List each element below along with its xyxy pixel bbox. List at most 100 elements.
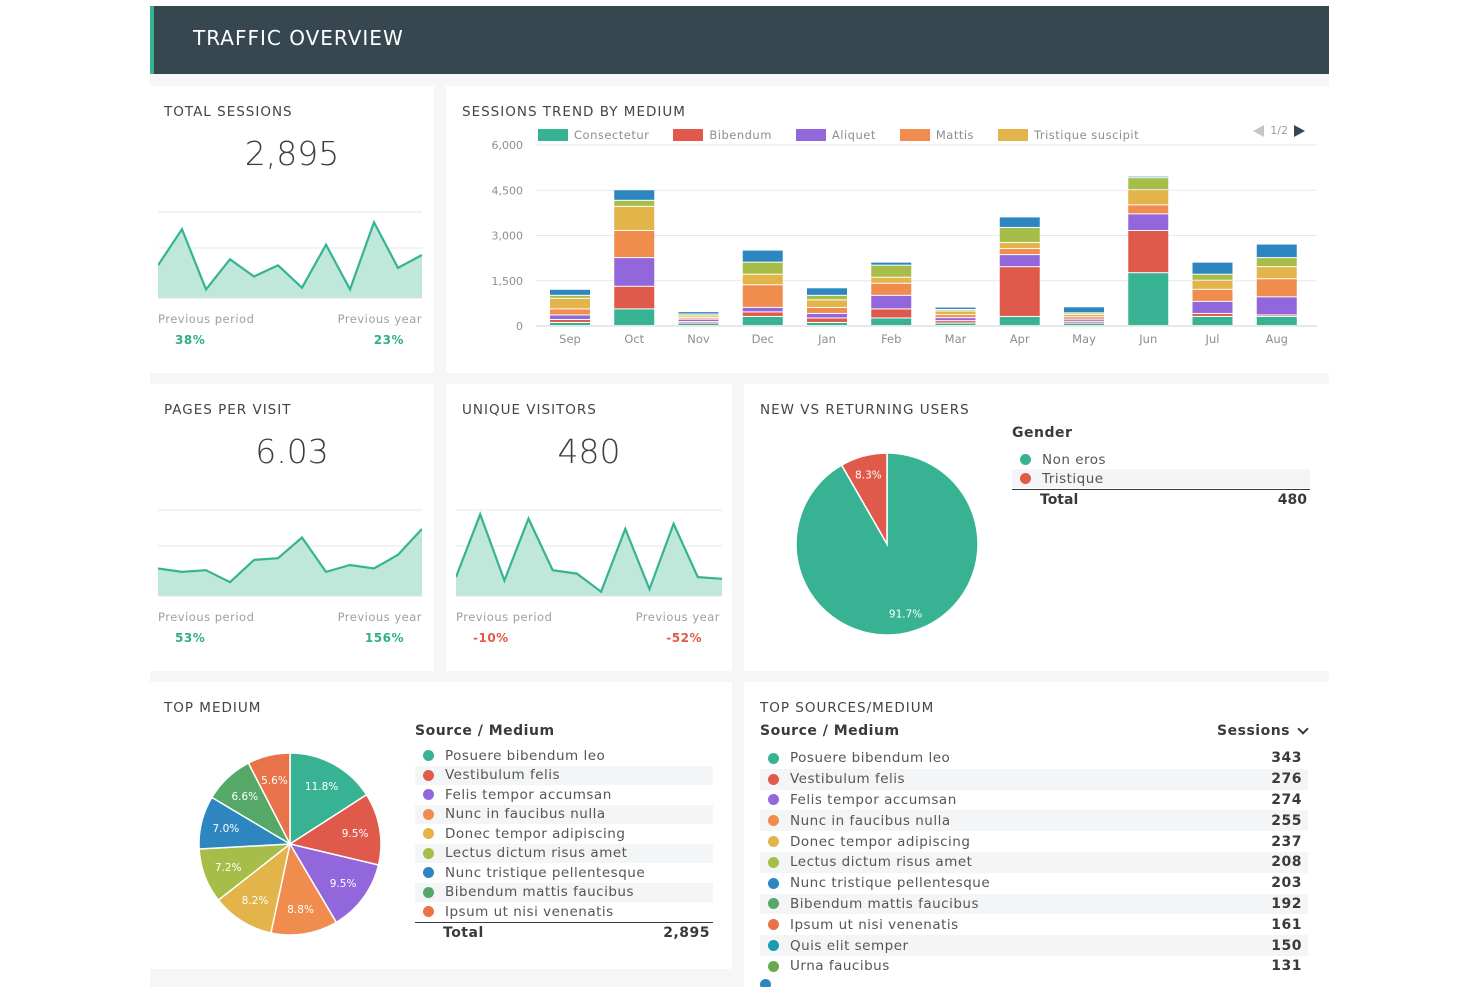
- bar-segment: [550, 289, 590, 295]
- legend-label: Posuere bibendum leo: [445, 747, 606, 764]
- legend-row[interactable]: Posuere bibendum leo: [415, 746, 713, 766]
- sessions-value: 343: [1271, 750, 1302, 767]
- table-row[interactable]: Felis tempor accumsan 274: [760, 790, 1308, 811]
- legend-item[interactable]: Consectetur: [538, 128, 649, 142]
- bar-segment: [871, 318, 912, 325]
- table-row[interactable]: Nunc tristique pellentesque 203: [760, 873, 1308, 894]
- bar-segment: [1064, 323, 1104, 325]
- legend-item[interactable]: Bibendum: [673, 128, 772, 142]
- bar-segment: [807, 295, 847, 300]
- x-tick-label: May: [1072, 332, 1096, 346]
- x-tick-label: Oct: [624, 332, 644, 346]
- sessions-trend-card: SESSIONS TREND BY MEDIUM Consectetur Bibe…: [446, 86, 1329, 373]
- legend-item[interactable]: Mattis: [899, 128, 975, 142]
- y-tick-label: 3,000: [492, 230, 524, 243]
- table-row[interactable]: Ipsum ut nisi venenatis 161: [760, 914, 1308, 935]
- total-value: 2,895: [663, 925, 710, 941]
- legend-item[interactable]: Aliquet: [795, 128, 876, 142]
- sessions-value: 150: [1271, 937, 1302, 954]
- table-row[interactable]: Posuere bibendum leo 343: [760, 748, 1308, 769]
- legend-row[interactable]: Felis tempor accumsan: [415, 785, 713, 805]
- x-tick-label: Jul: [1205, 332, 1220, 346]
- legend-row[interactable]: Nunc in faucibus nulla: [415, 804, 713, 824]
- sort-chevron-down-icon[interactable]: [1297, 723, 1309, 735]
- table-row[interactable]: Bibendum mattis faucibus 192: [760, 893, 1308, 915]
- bar-segment: [742, 262, 783, 274]
- legend-pager[interactable]: 1/2: [1253, 124, 1305, 137]
- bar-segment: [742, 274, 783, 285]
- legend-row[interactable]: Ipsum ut nisi venenatis: [415, 902, 713, 922]
- previous-year-label: Previous year: [337, 610, 422, 624]
- pie-slice: [840, 452, 888, 547]
- sparkline-chart: [456, 509, 722, 597]
- x-tick-label: Nov: [687, 332, 710, 346]
- pie-slice: [289, 752, 368, 846]
- bar-segment: [742, 316, 783, 325]
- table-header-source: Source / Medium: [415, 723, 555, 739]
- source-name: Urna faucibus: [790, 958, 890, 975]
- x-tick-label: Feb: [881, 332, 901, 346]
- card-title: PAGES PER VISIT: [164, 402, 292, 418]
- pager-prev-icon[interactable]: [1253, 124, 1265, 137]
- previous-period-value: 53%: [175, 631, 206, 645]
- legend-row[interactable]: Donec tempor adipiscing: [415, 824, 713, 844]
- legend-label: Bibendum mattis faucibus: [445, 884, 635, 901]
- bar-segment: [550, 298, 590, 309]
- y-tick-label: 1,500: [492, 275, 524, 288]
- legend-swatch: [673, 129, 704, 141]
- bar-segment: [999, 267, 1040, 316]
- table-row[interactable]: Urna faucibus 131: [760, 956, 1308, 977]
- dashboard-title: TRAFFIC OVERVIEW: [193, 26, 404, 50]
- pie-slice: [247, 752, 291, 845]
- legend-dot: [423, 808, 434, 820]
- bar-segment: [614, 200, 655, 206]
- legend-label: Nunc tristique pellentesque: [445, 864, 646, 881]
- y-tick-label: 4,500: [492, 184, 524, 197]
- legend-dot: [768, 856, 779, 868]
- kpi-value: 6.03: [255, 432, 329, 471]
- table-row[interactable]: Donec tempor adipiscing 237: [760, 831, 1308, 852]
- legend-row[interactable]: Tristique: [1012, 469, 1310, 488]
- table-row[interactable]: Lectus dictum risus amet 208: [760, 851, 1308, 873]
- card-title: SESSIONS TREND BY MEDIUM: [462, 104, 686, 120]
- bar-segment: [1064, 321, 1104, 323]
- legend-row[interactable]: Nunc tristique pellentesque: [415, 863, 713, 883]
- legend-row[interactable]: Vestibulum felis: [415, 765, 713, 785]
- sources-table-body: Posuere bibendum leo 343 Vestibulum felis 2…: [760, 748, 1308, 977]
- legend-row[interactable]: Lectus dictum risus amet: [415, 843, 713, 863]
- bar-segment: [1064, 314, 1104, 317]
- pager-next-icon[interactable]: [1294, 124, 1305, 137]
- pages-per-visit-card: PAGES PER VISIT 6.03 Previous period Pre…: [150, 384, 434, 671]
- bar-segment: [1064, 319, 1104, 321]
- legend-label: Non eros: [1042, 451, 1107, 468]
- table-header-source: Source / Medium: [760, 723, 900, 739]
- bar-segment: [871, 283, 912, 295]
- bar-segment: [742, 285, 783, 307]
- legend-item[interactable]: Tristique suscipit: [998, 128, 1139, 142]
- legend-row[interactable]: Bibendum mattis faucibus: [415, 882, 713, 902]
- source-name: Nunc tristique pellentesque: [790, 875, 991, 892]
- legend-row[interactable]: Non eros: [1012, 450, 1310, 469]
- legend-dot: [768, 773, 779, 785]
- previous-period-value: 38%: [175, 333, 206, 347]
- bar-segment: [614, 230, 655, 258]
- bar-segment: [871, 265, 912, 277]
- bar-segment: [678, 322, 719, 323]
- legend-label: Mattis: [935, 128, 975, 142]
- legend-swatch: [538, 129, 568, 141]
- source-name: Quis elit semper: [790, 937, 909, 954]
- legend-swatch: [998, 129, 1029, 141]
- table-header-sessions[interactable]: Sessions: [1217, 723, 1309, 739]
- table-row[interactable]: Nunc in faucibus nulla 255: [760, 810, 1308, 832]
- legend-label: Donec tempor adipiscing: [445, 825, 626, 842]
- total-label: Total: [1040, 492, 1079, 508]
- table-row[interactable]: Vestibulum felis 276: [760, 768, 1308, 790]
- source-name: Nunc in faucibus nulla: [790, 812, 951, 829]
- bar-segment: [614, 190, 655, 200]
- sessions-value: 255: [1271, 812, 1302, 829]
- table-row[interactable]: Quis elit semper 150: [760, 935, 1308, 956]
- sparkline-area: [158, 222, 422, 298]
- legend-dot: [768, 898, 779, 910]
- bar-segment: [678, 318, 719, 319]
- gender-total-row: Total 480: [1012, 489, 1310, 508]
